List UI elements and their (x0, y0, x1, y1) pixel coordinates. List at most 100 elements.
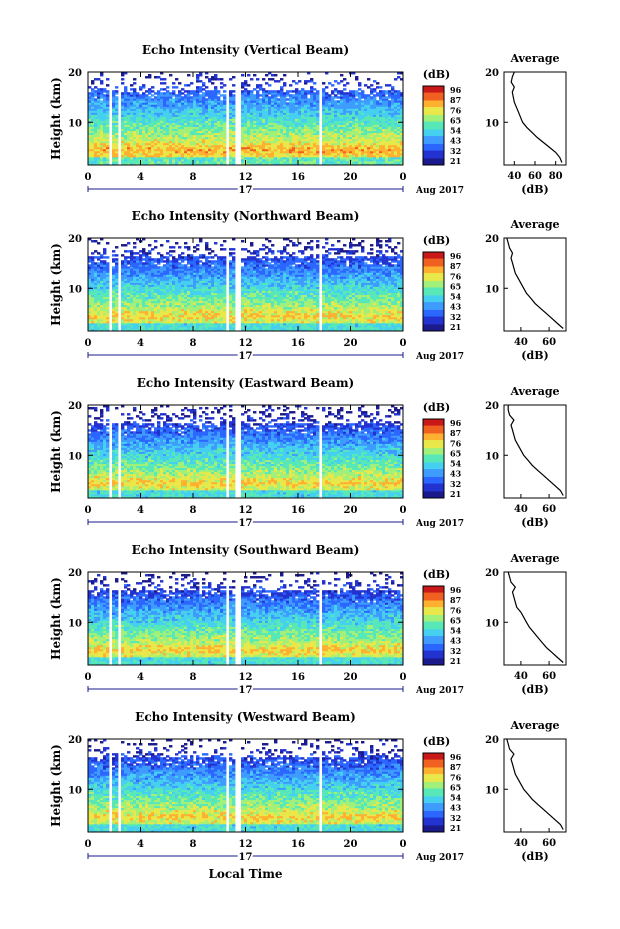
heatmap-cell (160, 154, 164, 158)
heatmap-cell (388, 130, 392, 134)
heatmap-cell (136, 144, 140, 148)
heatmap-cell (172, 150, 176, 154)
heatmap-cell (301, 128, 305, 132)
heatmap-cell (289, 94, 293, 97)
heatmap-cell (307, 136, 311, 140)
heatmap-cell (295, 140, 299, 144)
heatmap-cell (301, 122, 305, 125)
heatmap-cell (271, 134, 275, 138)
heatmap-cell (193, 100, 197, 103)
heatmap-cell (223, 162, 227, 166)
heatmap-cell (328, 132, 332, 136)
heatmap-cell (133, 108, 137, 111)
heatmap-cell (328, 150, 332, 154)
heatmap-cell (199, 110, 203, 113)
heatmap-cell (217, 116, 221, 119)
heatmap-cell (193, 108, 197, 111)
heatmap-cell (304, 136, 308, 140)
heatmap-cell (274, 162, 278, 166)
heatmap-cell (115, 160, 119, 164)
heatmap-cell (232, 120, 236, 123)
heatmap-cell (208, 110, 212, 113)
heatmap-cell (190, 124, 194, 127)
heatmap-cell (376, 142, 380, 146)
heatmap-cell (352, 130, 356, 134)
heatmap-cell (331, 162, 335, 166)
heatmap-cell (274, 130, 278, 134)
heatmap-cell (208, 118, 212, 121)
heatmap-cell (361, 158, 365, 162)
heatmap-cell (283, 158, 287, 162)
heatmap-cell (103, 160, 107, 164)
heatmap-cell (100, 108, 104, 111)
heatmap-cell (184, 84, 188, 87)
heatmap-cell (277, 116, 281, 119)
heatmap-cell (103, 146, 107, 150)
heatmap-cell (328, 100, 332, 103)
heatmap-cell (232, 110, 236, 113)
heatmap-cell (379, 142, 383, 146)
heatmap-cell (358, 106, 362, 109)
heatmap-cell (205, 156, 209, 160)
heatmap-cell (181, 110, 185, 113)
heatmap-cell (181, 146, 185, 150)
heatmap-cell (391, 160, 395, 164)
heatmap-cell (160, 110, 164, 113)
heatmap-cell (340, 126, 344, 130)
heatmap-cell (229, 106, 233, 109)
heatmap-cell (370, 132, 374, 136)
heatmap-cell (241, 148, 245, 152)
heatmap-cell (370, 100, 374, 103)
heatmap-cell (178, 108, 182, 111)
heatmap-cell (331, 148, 335, 152)
heatmap-cell (394, 162, 398, 166)
heatmap-cell (157, 122, 161, 125)
heatmap-cell (232, 122, 236, 125)
heatmap-cell (145, 114, 149, 117)
heatmap-cell (373, 130, 377, 134)
heatmap-cell (367, 128, 371, 132)
heatmap-cell (394, 126, 398, 130)
heatmap-cell (199, 116, 203, 119)
heatmap-cell (325, 124, 329, 127)
heatmap-cell (145, 106, 149, 109)
heatmap-cell (166, 158, 170, 162)
heatmap-cell (316, 156, 320, 160)
heatmap-cell (163, 144, 167, 148)
heatmap-cell (106, 160, 110, 164)
heatmap-cell (337, 138, 341, 142)
heatmap-cell (346, 100, 350, 103)
heatmap-cell (337, 154, 341, 158)
heatmap-cell (262, 148, 266, 152)
heatmap-cell (382, 118, 386, 121)
heatmap-cell (136, 158, 140, 162)
heatmap-cell (382, 108, 386, 111)
heatmap-cell (268, 144, 272, 148)
heatmap-cell (394, 146, 398, 150)
heatmap-cell (202, 118, 206, 121)
heatmap-cell (250, 150, 254, 154)
heatmap-cell (364, 118, 368, 121)
heatmap-cell (280, 152, 284, 156)
heatmap-cell (202, 144, 206, 148)
heatmap-cell (316, 162, 320, 166)
heatmap-cell (280, 110, 284, 113)
heatmap-cell (391, 110, 395, 113)
heatmap-cell (205, 146, 209, 150)
heatmap-cell (148, 152, 152, 156)
heatmap-cell (193, 134, 197, 138)
heatmap-cell (286, 138, 290, 142)
heatmap-cell (145, 90, 149, 93)
heatmap-cell (250, 120, 254, 123)
heatmap-cell (196, 114, 200, 117)
heatmap-cell (301, 104, 305, 107)
heatmap-cell (199, 100, 203, 103)
heatmap-cell (244, 124, 248, 127)
heatmap-cell (322, 158, 326, 162)
heatmap-cell (121, 102, 125, 105)
heatmap-cell (112, 158, 116, 162)
heatmap-cell (325, 146, 329, 150)
heatmap-cell (184, 162, 188, 166)
heatmap-cell (94, 144, 98, 148)
heatmap-cell (268, 150, 272, 154)
